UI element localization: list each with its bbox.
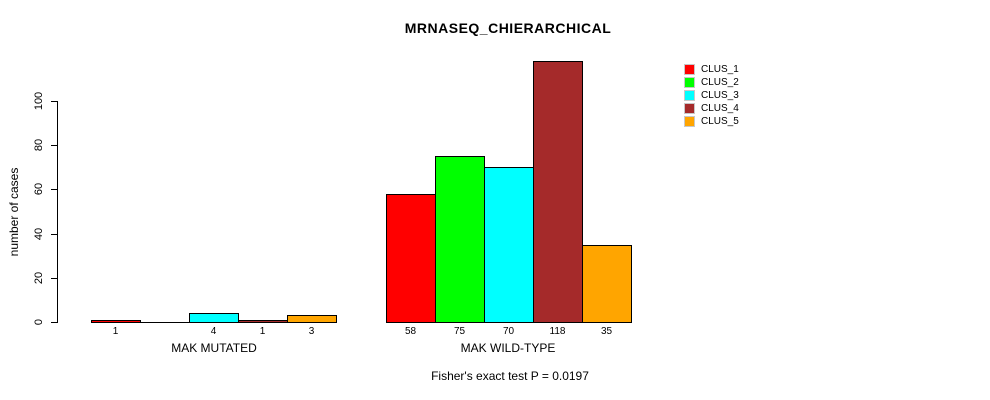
legend-swatch-clus_1: [684, 64, 695, 75]
legend-item-clus_5: CLUS_5: [684, 115, 739, 128]
bar-clus_4-group0: [238, 320, 288, 323]
y-tick-label-60: 60: [33, 183, 45, 196]
y-axis-line: [57, 101, 58, 323]
x-axis-group-label-mak-wild-type: MAK WILD-TYPE: [460, 341, 556, 355]
y-tick-mark-20: [51, 277, 57, 279]
bar-value-label-clus_1-group1: 58: [404, 326, 417, 337]
legend-swatch-clus_2: [684, 77, 695, 88]
legend-label-clus_5: CLUS_5: [701, 116, 739, 127]
y-axis-title: number of cases: [7, 167, 21, 257]
bar-value-label-clus_1-group0: 1: [112, 326, 119, 337]
bar-value-label-clus_3-group0: 4: [210, 326, 217, 337]
fisher-test-caption: Fisher's exact test P = 0.0197: [431, 369, 589, 383]
y-tick-mark-80: [51, 145, 57, 147]
y-tick-mark-60: [51, 189, 57, 191]
legend-label-clus_2: CLUS_2: [701, 77, 739, 88]
bar-clus_1-group0: [91, 320, 141, 323]
bar-value-label-clus_3-group1: 70: [502, 326, 515, 337]
legend-swatch-clus_4: [684, 103, 695, 114]
y-tick-label-40: 40: [33, 227, 45, 240]
bar-clus_5-group0: [287, 315, 337, 323]
bar-value-label-clus_5-group1: 35: [600, 326, 613, 337]
legend-label-clus_1: CLUS_1: [701, 64, 739, 75]
y-tick-label-0: 0: [33, 318, 45, 326]
bar-clus_1-group1: [386, 194, 436, 323]
bar-clus_3-group1: [484, 167, 534, 323]
legend-swatch-clus_3: [684, 90, 695, 101]
bar-value-label-clus_4-group1: 118: [549, 326, 566, 337]
y-tick-mark-0: [51, 322, 57, 323]
chart-title: MRNASEQ_CHIERARCHICAL: [404, 20, 612, 36]
bar-value-label-clus_2-group1: 75: [453, 326, 466, 337]
bar-clus_4-group1: [533, 61, 583, 323]
legend-item-clus_2: CLUS_2: [684, 76, 739, 89]
legend-label-clus_3: CLUS_3: [701, 90, 739, 101]
bar-value-label-clus_4-group0: 1: [259, 326, 266, 337]
bar-clus_2-group1: [435, 156, 485, 323]
legend-item-clus_1: CLUS_1: [684, 63, 739, 76]
legend: CLUS_1 CLUS_2 CLUS_3 CLUS_4 CLUS_5: [684, 63, 739, 128]
y-tick-mark-100: [51, 101, 57, 102]
legend-item-clus_4: CLUS_4: [684, 102, 739, 115]
y-tick-mark-40: [51, 233, 57, 235]
x-axis-group-label-mak-mutated: MAK MUTATED: [171, 341, 257, 355]
bar-clus_3-group0: [189, 313, 239, 323]
bar-clus_5-group1: [582, 245, 632, 323]
y-tick-label-20: 20: [33, 271, 45, 284]
bar-clus_2-group0: [140, 322, 190, 323]
bar-value-label-clus_5-group0: 3: [308, 326, 315, 337]
legend-label-clus_4: CLUS_4: [701, 103, 739, 114]
legend-swatch-clus_5: [684, 116, 695, 127]
y-tick-label-100: 100: [33, 91, 45, 111]
y-tick-label-80: 80: [33, 139, 45, 152]
legend-item-clus_3: CLUS_3: [684, 89, 739, 102]
